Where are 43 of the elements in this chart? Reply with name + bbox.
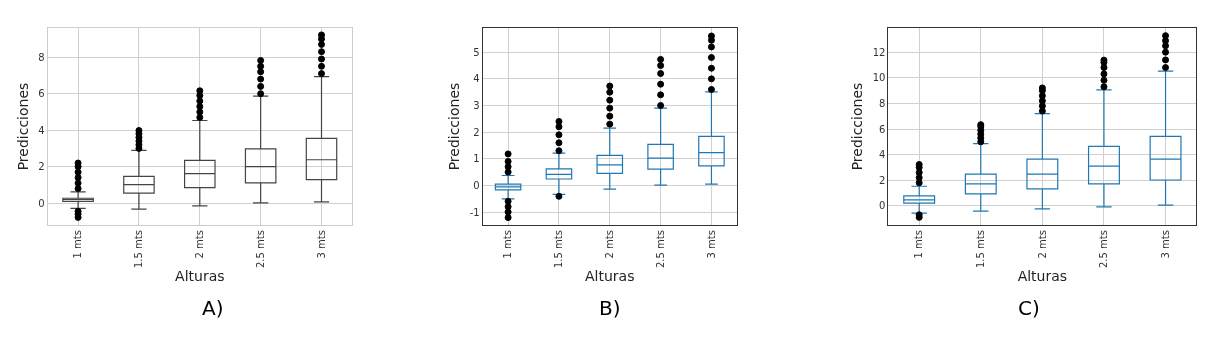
y-tick-label: 1: [473, 153, 480, 165]
y-tick-label: 6: [38, 88, 45, 100]
y-tick-label: 6: [879, 123, 886, 135]
y-axis-title: Predicciones: [446, 82, 463, 171]
x-tick-label: 1 mts: [913, 230, 925, 259]
x-axis-title: Alturas: [1017, 268, 1068, 285]
x-axis-title: Alturas: [585, 268, 635, 285]
y-axis-title: Predicciones: [849, 82, 866, 171]
x-tick-label: 1.5 mts: [133, 230, 145, 269]
x-tick-label: 2 mts: [1036, 230, 1048, 259]
y-tick-label: 2: [38, 161, 45, 173]
x-tick-label: 3 mts: [705, 230, 717, 259]
x-tick-label: 2.5 mts: [254, 230, 266, 269]
x-axis-title: Alturas: [175, 268, 225, 285]
y-tick-label: 0: [473, 179, 480, 191]
y-tick-label: 4: [473, 73, 480, 85]
x-tick-label: 3 mts: [1159, 230, 1171, 259]
y-tick-label: 4: [38, 124, 45, 136]
text: A): [202, 296, 224, 320]
y-tick-label: 10: [872, 72, 886, 84]
y-tick-label: 12: [872, 46, 886, 58]
x-tick-label: 2.5 mts: [654, 230, 666, 269]
x-tick-label: 1 mts: [72, 230, 84, 259]
y-tick-label: 8: [879, 97, 886, 109]
x-tick-label: 2.5 mts: [1098, 230, 1110, 269]
x-tick-label: 1.5 mts: [975, 230, 987, 269]
x-tick-label: 1.5 mts: [553, 230, 565, 269]
y-tick-label: 2: [879, 174, 886, 186]
x-tick-label: 2 mts: [604, 230, 616, 259]
y-tick-label: 8: [38, 51, 45, 63]
x-tick-label: 3 mts: [315, 230, 327, 259]
y-axis-title: Predicciones: [14, 82, 31, 171]
text: C): [1018, 296, 1040, 320]
text: B): [599, 296, 621, 320]
y-tick-label: 4: [879, 149, 886, 161]
x-tick-label: 1 mts: [502, 230, 514, 259]
y-tick-label: 5: [473, 46, 480, 58]
y-tick-label: 2: [473, 126, 480, 138]
y-tick-label: -1: [469, 206, 480, 218]
x-tick-label: 2 mts: [194, 230, 206, 259]
y-tick-label: 0: [38, 197, 45, 209]
y-tick-label: 0: [879, 200, 886, 212]
y-tick-label: 3: [473, 99, 480, 111]
